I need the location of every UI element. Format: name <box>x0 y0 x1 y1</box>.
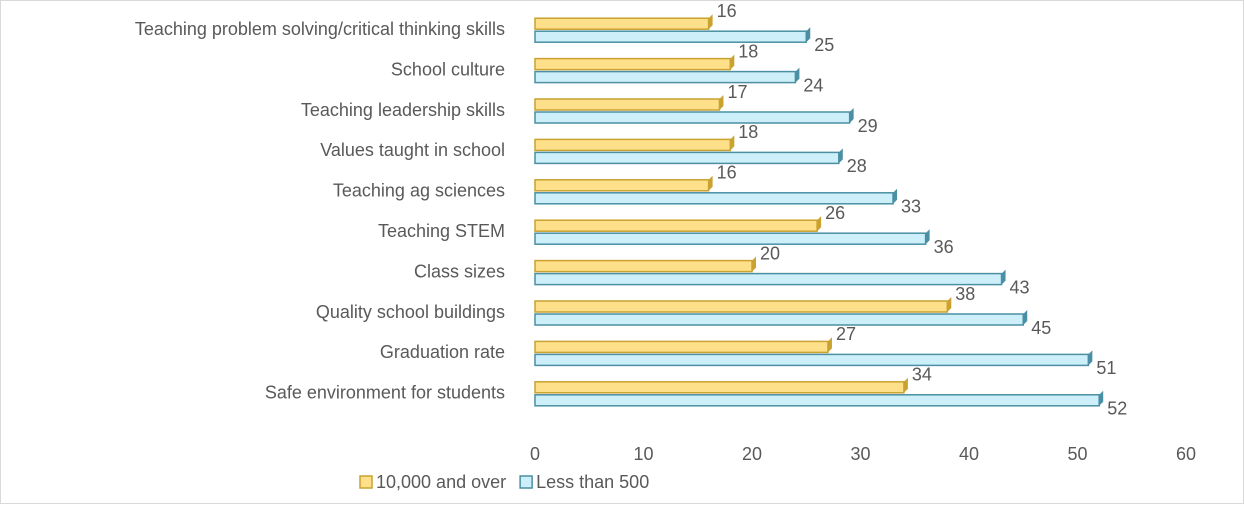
bar-depth <box>1001 269 1006 285</box>
bar-depth <box>752 256 756 272</box>
value-label: 16 <box>717 1 737 21</box>
bar <box>534 340 829 354</box>
value-label: 27 <box>836 324 856 344</box>
value-label: 52 <box>1107 399 1127 419</box>
bar-depth <box>817 216 822 232</box>
bar <box>534 17 710 30</box>
value-label: 25 <box>814 35 834 55</box>
bar-depth <box>947 297 952 312</box>
bar <box>534 98 721 111</box>
bar-depth <box>893 188 898 204</box>
bar <box>534 70 797 84</box>
value-label: 20 <box>760 243 780 263</box>
value-label: 36 <box>934 237 954 257</box>
bar-depth <box>730 54 735 70</box>
bar-depth <box>806 27 811 43</box>
value-label: 18 <box>738 122 758 142</box>
value-label: 18 <box>738 41 758 61</box>
bar-depth <box>827 337 832 353</box>
bar <box>534 111 851 124</box>
y-tick-label: Class sizes <box>414 261 505 281</box>
x-tick-label: 0 <box>530 444 540 464</box>
bar-depth <box>1088 350 1093 366</box>
bar-depth <box>849 108 854 123</box>
bar <box>534 232 927 245</box>
legend-swatch <box>359 475 373 489</box>
bar <box>534 151 840 165</box>
bar-depth <box>903 377 908 393</box>
y-tick-label: Teaching STEM <box>378 221 505 241</box>
bar <box>534 394 1100 407</box>
x-tick-label: 40 <box>959 444 979 464</box>
value-label: 24 <box>803 75 823 95</box>
bar <box>534 272 1003 286</box>
y-tick-label: Teaching ag sciences <box>333 181 505 201</box>
bar-depth <box>925 229 930 245</box>
bar <box>534 300 949 313</box>
value-label: 16 <box>717 163 737 183</box>
value-label: 17 <box>727 82 747 102</box>
bar <box>534 179 710 192</box>
value-label: 28 <box>847 156 867 176</box>
value-label: 29 <box>858 116 878 136</box>
bar <box>534 381 905 394</box>
bar <box>534 138 732 152</box>
bar-depth <box>795 67 800 83</box>
legend-swatch <box>519 475 533 489</box>
y-tick-label: Teaching leadership skills <box>301 100 505 120</box>
y-tick-label: Values taught in school <box>320 140 505 160</box>
bar <box>534 219 818 232</box>
bar <box>534 192 894 205</box>
value-label: 43 <box>1010 277 1030 297</box>
y-tick-label: Safe environment for students <box>265 383 505 403</box>
value-label: 51 <box>1096 358 1116 378</box>
x-tick-label: 20 <box>742 444 762 464</box>
bar <box>534 313 1024 326</box>
value-label: 45 <box>1031 318 1051 338</box>
value-label: 34 <box>912 365 932 385</box>
value-label: 38 <box>955 284 975 304</box>
bar-depth <box>730 135 735 151</box>
y-tick-label: Graduation rate <box>380 342 505 362</box>
x-tick-label: 60 <box>1176 444 1196 464</box>
bar-depth <box>708 14 713 30</box>
bar-depth <box>1023 310 1028 325</box>
x-tick-label: 30 <box>850 444 870 464</box>
x-tick-label: 50 <box>1067 444 1087 464</box>
y-tick-label: School culture <box>391 59 505 79</box>
x-tick-label: 10 <box>633 444 653 464</box>
legend-label: 10,000 and over <box>376 472 506 492</box>
bar <box>534 30 807 43</box>
bar-depth <box>838 148 843 164</box>
y-tick-label: Quality school buildings <box>316 302 505 322</box>
bar <box>534 353 1090 367</box>
y-tick-label: Teaching problem solving/critical thinki… <box>135 19 505 39</box>
value-label: 33 <box>901 197 921 217</box>
value-label: 26 <box>825 203 845 223</box>
bar-depth <box>719 95 724 110</box>
legend-label: Less than 500 <box>536 472 649 492</box>
bar-depth <box>1099 390 1104 406</box>
bar <box>534 259 753 273</box>
bar <box>534 57 732 71</box>
bar-depth <box>708 175 713 191</box>
